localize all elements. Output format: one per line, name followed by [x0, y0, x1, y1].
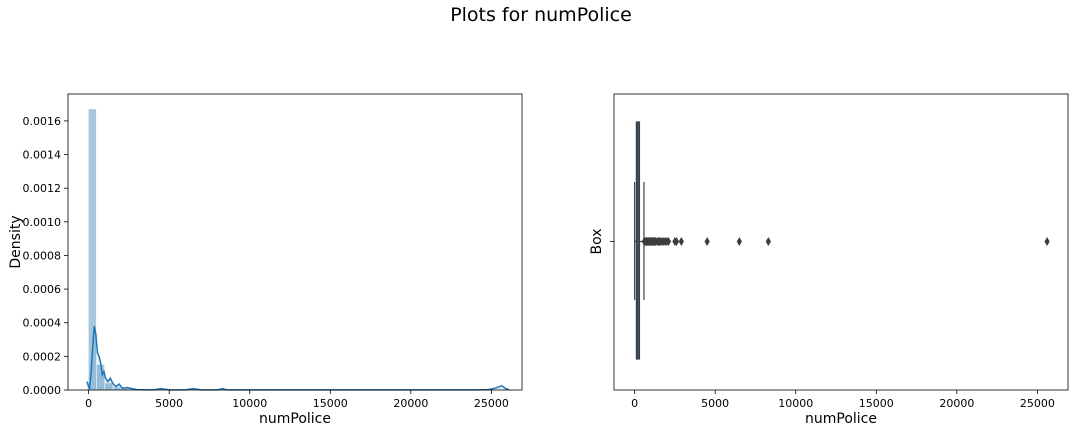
histogram-bar	[113, 387, 121, 390]
y-tick-label: 0.0010	[23, 216, 62, 229]
x-tick-label: 0	[85, 397, 92, 410]
y-tick-label: 0.0016	[23, 115, 62, 128]
x-tick-label: 25000	[1020, 397, 1055, 410]
plot-frame	[613, 93, 1069, 391]
y-tick-label: 0.0012	[23, 182, 62, 195]
outlier-point	[1044, 237, 1050, 246]
x-tick-label: 5000	[155, 397, 183, 410]
x-tick-label: 20000	[393, 397, 428, 410]
kde-fill	[87, 326, 510, 390]
outlier-point	[765, 237, 771, 246]
y-tick-label: 0.0002	[23, 350, 62, 363]
outlier-point	[673, 237, 680, 246]
y-tick-label: 0.0004	[23, 317, 62, 330]
outlier-point	[736, 237, 742, 246]
outlier-point	[665, 237, 672, 246]
histogram-bar	[105, 383, 113, 390]
plot-frame	[67, 93, 523, 391]
x-tick-label: 0	[631, 397, 638, 410]
x-axis-label: numPolice	[805, 411, 877, 427]
x-tick-label: 15000	[313, 397, 348, 410]
y-tick-label: 0.0006	[23, 283, 62, 296]
y-axis-label: Box	[589, 228, 605, 254]
x-tick-label: 15000	[859, 397, 894, 410]
x-tick-label: 10000	[232, 397, 267, 410]
y-tick-label: 0.0000	[23, 384, 62, 397]
y-tick-label: 0.0014	[23, 149, 62, 162]
x-tick-label: 10000	[778, 397, 813, 410]
outlier-point	[678, 237, 684, 246]
histogram-bar	[88, 109, 97, 391]
x-tick-label: 25000	[474, 397, 509, 410]
y-axis-label: Density	[8, 215, 24, 268]
x-tick-label: 20000	[939, 397, 974, 410]
histogram-panel: 0 5000 10000 15000 20000 25000 0.0000 0.0002 0.0…	[8, 93, 523, 427]
x-axis-label: numPolice	[259, 411, 331, 427]
histogram-bar	[121, 388, 130, 390]
outlier-point	[704, 237, 710, 246]
figure-title: Plots for numPolice	[450, 4, 632, 26]
histogram-bar	[96, 364, 105, 390]
kde-line	[86, 325, 510, 391]
x-tick-label: 5000	[701, 397, 729, 410]
y-tick-label: 0.0008	[23, 249, 62, 262]
boxplot-panel: 0 5000 10000 15000 20000 25000 numPolice Box	[589, 93, 1069, 427]
